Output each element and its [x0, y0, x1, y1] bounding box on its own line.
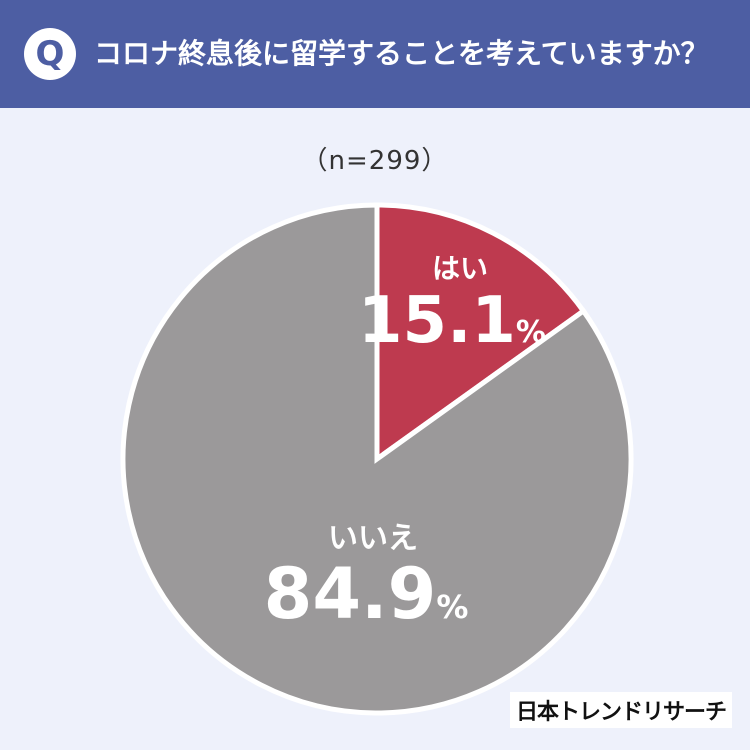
pie-slice-yes — [374, 202, 587, 464]
slice-value-no: 84.9% — [264, 553, 469, 635]
question-header: Q コロナ終息後に留学することを考えていますか？ — [0, 0, 750, 108]
question-text: コロナ終息後に留学することを考えていますか？ — [94, 37, 709, 70]
brand-logo: 日本トレンドリサーチ — [509, 692, 732, 728]
slice-value-yes: 15.1% — [358, 284, 546, 358]
pie-slice-no — [120, 202, 634, 716]
percent-sign: % — [516, 315, 546, 350]
slice-label-yes: はい — [432, 252, 488, 285]
percent-sign: % — [436, 588, 468, 626]
q-badge-icon: Q — [24, 28, 76, 80]
slice-label-no: いいえ — [328, 521, 418, 556]
sample-size: （n=299） — [301, 146, 449, 176]
